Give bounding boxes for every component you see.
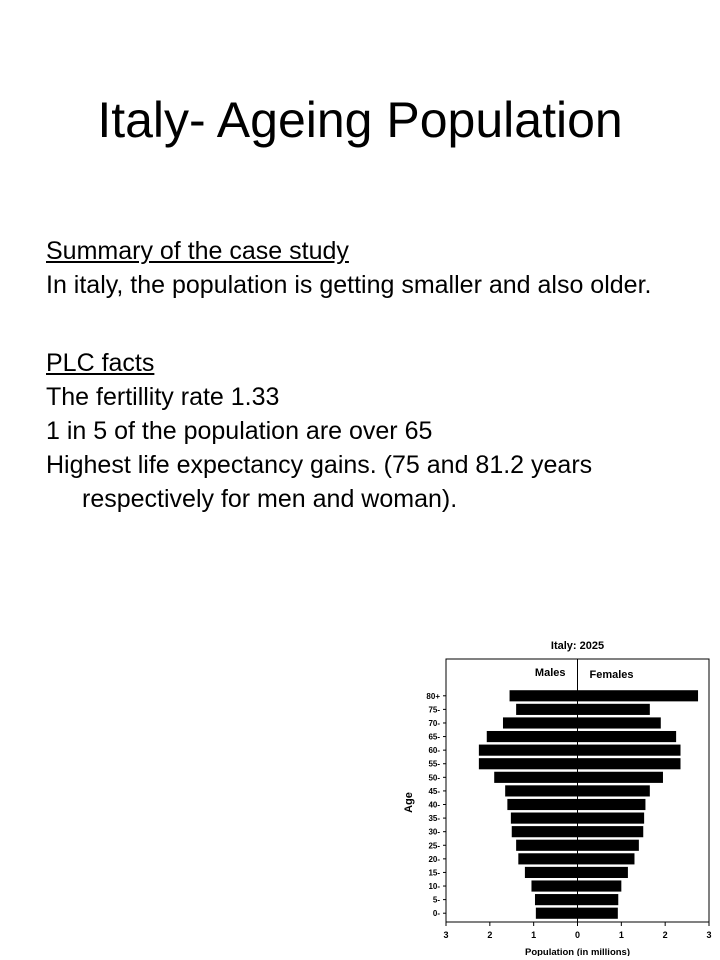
slide-body: Summary of the case study In italy, the … <box>46 234 686 516</box>
bar-male <box>531 880 578 892</box>
y-tick-label: 30- <box>428 828 440 837</box>
bar-male <box>524 866 578 879</box>
bar-female <box>577 907 618 919</box>
fact-life-expectancy: Highest life expectancy gains. (75 and 8… <box>46 451 593 513</box>
y-tick-label: 50- <box>428 773 440 782</box>
y-axis-label: Age <box>403 792 415 813</box>
facts-heading: PLC facts <box>46 349 155 377</box>
bar-male <box>535 907 578 919</box>
bar-female <box>577 744 681 756</box>
fact-over-65: 1 in 5 of the population are over 65 <box>46 417 433 445</box>
bar-female <box>577 798 646 811</box>
y-tick-label: 80+ <box>426 692 440 701</box>
x-tick-label: 3 <box>706 930 711 940</box>
population-pyramid-chart: Italy: 2025 Males Females 0- 5- 10- 15- 20- 25- 3… <box>403 640 712 956</box>
bar-female <box>577 690 699 702</box>
y-tick-label: 75- <box>428 705 440 714</box>
spacer <box>46 302 686 346</box>
bar-male <box>502 717 578 729</box>
slide-title: Italy- Ageing Population <box>97 92 623 148</box>
bar-female <box>577 703 650 715</box>
x-tick-label: 1 <box>619 930 624 940</box>
bar-female <box>577 758 681 770</box>
y-tick-label: 20- <box>428 855 440 864</box>
y-tick-label: 55- <box>428 760 440 769</box>
bar-male <box>518 853 578 865</box>
bar-male <box>509 690 578 702</box>
legend-males: Males <box>535 667 566 679</box>
bar-male <box>510 812 578 824</box>
y-tick-label: 10- <box>428 882 440 891</box>
bar-male <box>494 771 578 783</box>
x-tick-label: 2 <box>487 930 492 940</box>
summary-text: In italy, the population is getting smal… <box>46 271 652 299</box>
bar-male <box>534 894 578 906</box>
bar-female <box>577 812 645 824</box>
y-tick-label: 40- <box>428 801 440 810</box>
bar-male <box>478 744 578 756</box>
y-tick-label: 60- <box>428 746 440 755</box>
legend-females: Females <box>590 669 634 681</box>
bar-female <box>577 866 628 879</box>
x-tick-label: 0 <box>575 930 580 940</box>
bar-female <box>577 771 663 783</box>
bar-male <box>505 785 578 797</box>
bar-male <box>478 758 578 770</box>
x-tick-label: 2 <box>663 930 668 940</box>
bar-female <box>577 839 639 851</box>
bar-male <box>511 826 578 838</box>
y-tick-label: 70- <box>428 719 440 728</box>
x-axis-label: Population (in millions) <box>525 947 630 956</box>
y-tick-label: 5- <box>433 896 440 905</box>
y-tick-label: 0- <box>433 909 440 918</box>
bar-female <box>577 785 650 797</box>
x-tick-label: 1 <box>531 930 536 940</box>
bar-female <box>577 894 619 906</box>
y-tick-label: 35- <box>428 814 440 823</box>
bar-female <box>577 717 661 729</box>
bar-female <box>577 853 635 865</box>
bar-male <box>486 730 578 743</box>
chart-title: Italy: 2025 <box>551 640 604 652</box>
summary-heading: Summary of the case study <box>46 237 349 265</box>
y-tick-label: 65- <box>428 733 440 742</box>
y-tick-label: 15- <box>428 868 440 877</box>
bar-male <box>516 703 578 715</box>
x-tick-label: 3 <box>443 930 448 940</box>
y-tick-label: 25- <box>428 841 440 850</box>
bar-female <box>577 730 677 743</box>
fact-fertility: The fertillity rate 1.33 <box>46 383 280 411</box>
bar-male <box>507 798 578 811</box>
y-tick-label: 45- <box>428 787 440 796</box>
bar-female <box>577 826 644 838</box>
bar-female <box>577 880 622 892</box>
bar-male <box>516 839 578 851</box>
